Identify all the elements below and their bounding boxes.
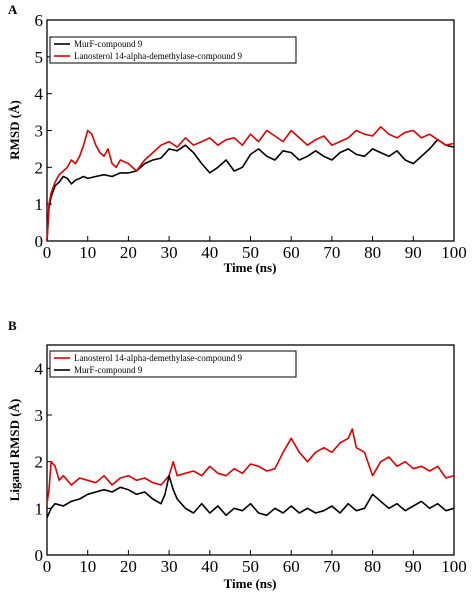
panel-b-legend-label-lanosterol: Lanosterol 14-alpha-demethylase-compound… (74, 353, 242, 363)
panel-a: A 0 10 20 30 40 50 60 70 80 90 100 0 1 2 3 4 5 6 MurF-co… (7, 2, 467, 275)
panel-b-x-tick-label: 40 (201, 557, 218, 576)
panel-a-x-ticks: 0 10 20 30 40 50 60 70 80 90 100 (43, 236, 467, 262)
panel-a-y-tick-label: 4 (35, 85, 44, 104)
panel-a-x-axis-title: Time (ns) (224, 260, 277, 275)
panel-b-x-tick-label: 30 (161, 557, 178, 576)
panel-a-y-tick-label: 1 (35, 195, 44, 214)
panel-a-x-tick-label: 60 (283, 243, 300, 262)
panel-b-x-tick-label: 20 (120, 557, 137, 576)
panel-a-x-tick-label: 50 (242, 243, 259, 262)
panel-a-x-tick-label: 0 (43, 243, 52, 262)
panel-b: B 0 10 20 30 40 50 60 70 80 90 100 0 1 2 3 4 Lanostero… (7, 318, 467, 591)
panel-b-y-tick-label: 2 (35, 453, 44, 472)
panel-a-x-tick-label: 20 (120, 243, 137, 262)
panel-b-x-axis-title: Time (ns) (224, 576, 277, 591)
panel-a-x-tick-label: 100 (441, 243, 467, 262)
panel-b-x-tick-label: 90 (405, 557, 422, 576)
panel-a-y-tick-label: 2 (35, 158, 44, 177)
panel-b-x-tick-label: 80 (364, 557, 381, 576)
panel-b-series-line-2 (46, 474, 455, 519)
panel-b-label: B (8, 318, 17, 333)
panel-b-x-tick-label: 10 (79, 557, 96, 576)
panel-b-y-ticks: 0 1 2 3 4 (35, 359, 52, 565)
panel-b-x-tick-label: 100 (441, 557, 467, 576)
panel-b-x-tick-label: 70 (323, 557, 340, 576)
panel-a-y-ticks: 0 1 2 3 4 5 6 (35, 11, 52, 251)
panel-b-legend-box (49, 350, 297, 378)
panel-a-x-tick-label: 30 (161, 243, 178, 262)
panel-b-series-line-1 (46, 428, 455, 504)
panel-b-x-tick-label: 60 (283, 557, 300, 576)
panel-a-x-tick-label: 80 (364, 243, 381, 262)
panel-a-legend-label-murf: MurF-compound 9 (74, 39, 143, 49)
panel-a-y-tick-label: 0 (35, 232, 44, 251)
panel-b-y-tick-label: 3 (35, 406, 44, 425)
panel-a-series-line-1 (46, 138, 455, 242)
panel-a-x-tick-label: 10 (79, 243, 96, 262)
panel-a-legend-box (49, 36, 297, 64)
panel-a-y-tick-label: 6 (35, 11, 44, 30)
panel-a-x-tick-label: 90 (405, 243, 422, 262)
panel-a-y-axis-title: RMSD (Å) (7, 100, 22, 160)
panel-a-label: A (8, 2, 18, 17)
panel-b-series (46, 428, 455, 519)
panel-b-y-tick-label: 1 (35, 499, 44, 518)
panel-a-x-tick-label: 70 (323, 243, 340, 262)
panel-b-x-tick-label: 50 (242, 557, 259, 576)
panel-b-y-axis-title: Ligand RMSD (Å) (7, 399, 22, 502)
panel-a-legend-label-lanosterol: Lanosterol 14-alpha-demethylase-compound… (74, 51, 242, 61)
panel-b-y-tick-label: 4 (35, 359, 44, 378)
panel-b-legend: Lanosterol 14-alpha-demethylase-compound… (49, 350, 297, 378)
panel-b-x-tick-label: 0 (43, 557, 52, 576)
panel-b-x-ticks: 0 10 20 30 40 50 60 70 80 90 100 (43, 550, 467, 576)
panel-b-legend-label-murf: MurF-compound 9 (74, 365, 143, 375)
panel-a-series-line-2 (46, 126, 455, 242)
panel-a-legend: MurF-compound 9 Lanosterol 14-alpha-deme… (49, 36, 297, 64)
panel-a-x-tick-label: 40 (201, 243, 218, 262)
panel-a-y-tick-label: 3 (35, 122, 44, 141)
panel-a-y-tick-label: 5 (35, 48, 44, 67)
panel-a-series (46, 126, 455, 242)
panel-b-y-tick-label: 0 (35, 546, 44, 565)
